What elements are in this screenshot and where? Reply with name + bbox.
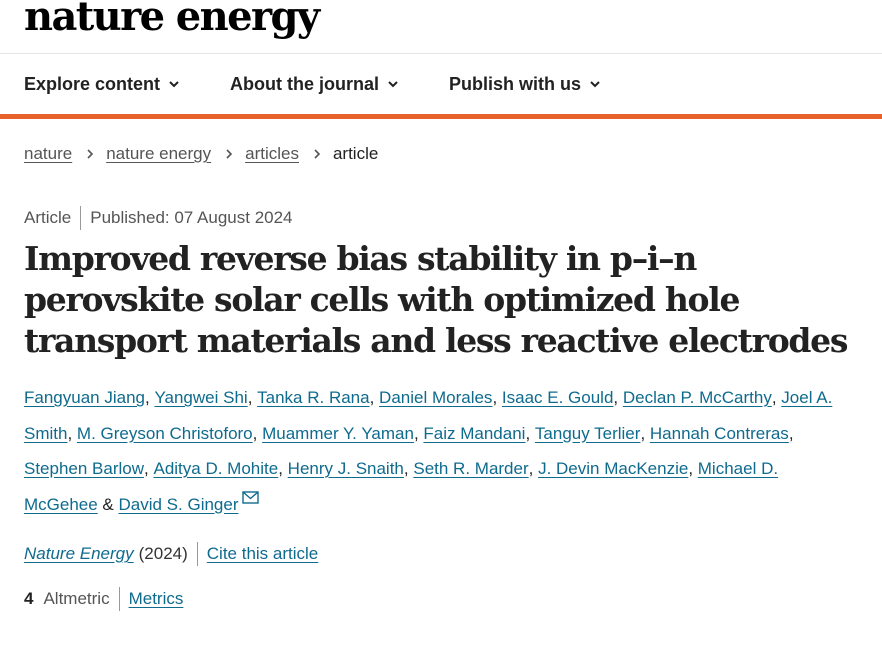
nav-label: About the journal: [230, 74, 380, 94]
breadcrumb-nature[interactable]: nature: [24, 144, 73, 163]
publication-year: (2024): [138, 544, 188, 563]
chevron-down-icon: [388, 81, 398, 88]
breadcrumb-current: article: [332, 144, 379, 163]
author-link[interactable]: Daniel Morales: [379, 388, 493, 407]
breadcrumb: nature nature energy articles article: [24, 142, 378, 166]
article-type: Article: [24, 208, 72, 227]
altmetric-label: Altmetric: [43, 589, 110, 608]
author-link[interactable]: Declan P. McCarthy: [622, 388, 772, 407]
author-item: Muammer Y. Yaman: [262, 424, 414, 443]
author-item: M. Greyson Christoforo: [77, 424, 253, 443]
author-item: Isaac E. Gould: [502, 388, 614, 407]
author-item: Stephen Barlow: [24, 459, 144, 478]
author-item: Daniel Morales: [379, 388, 492, 407]
meta-divider: [80, 206, 82, 230]
author-item: Aditya D. Mohite: [153, 459, 278, 478]
altmetric-count: 4: [24, 589, 34, 608]
author-item: Fangyuan Jiang: [24, 388, 145, 407]
author-link[interactable]: Fangyuan Jiang: [24, 388, 145, 407]
author-link[interactable]: Henry J. Snaith: [287, 459, 404, 478]
author-link[interactable]: Tanguy Terlier: [534, 423, 641, 443]
author-item: J. Devin MacKenzie: [538, 459, 688, 478]
author-link[interactable]: Hannah Contreras: [649, 423, 789, 443]
author-link[interactable]: M. Greyson Christoforo: [76, 423, 253, 443]
author-item: Henry J. Snaith: [288, 459, 404, 478]
header-divider: [0, 53, 882, 54]
author-item: Tanka R. Rana: [257, 388, 369, 407]
chevron-down-icon: [590, 81, 600, 88]
breadcrumb-articles[interactable]: articles: [245, 144, 299, 163]
author-link[interactable]: Yangwei Shi: [154, 388, 248, 407]
cite-divider: [196, 542, 198, 566]
article-title: Improved reverse bias stability in p–i–n…: [24, 239, 848, 360]
cite-article-link[interactable]: Cite this article: [206, 544, 319, 563]
chevron-right-icon: [314, 149, 321, 159]
author-link[interactable]: David S. Ginger: [118, 494, 239, 514]
author-item: Joel A. Smith: [24, 388, 832, 443]
author-item: Hannah Contreras: [650, 424, 789, 443]
chevron-down-icon: [169, 81, 179, 88]
author-link[interactable]: Aditya D. Mohite: [153, 459, 279, 478]
nav-explore-content[interactable]: Explore content: [24, 72, 180, 96]
citation-line: Nature Energy (2024) Cite this article: [24, 542, 318, 566]
author-link[interactable]: Joel A. Smith: [24, 388, 833, 443]
journal-link[interactable]: Nature Energy: [24, 544, 134, 563]
breadcrumb-nature-energy[interactable]: nature energy: [106, 144, 212, 163]
metrics-divider: [118, 587, 120, 611]
metrics-link[interactable]: Metrics: [128, 589, 184, 608]
author-link[interactable]: Tanka R. Rana: [257, 388, 370, 407]
nav-label: Publish with us: [449, 74, 582, 94]
publish-date: Published: 07 August 2024: [90, 208, 293, 227]
main-nav: Explore content About the journal Publis…: [24, 72, 601, 96]
nav-about-journal[interactable]: About the journal: [230, 72, 399, 96]
author-list: Fangyuan Jiang, Yangwei Shi, Tanka R. Ra…: [24, 388, 833, 514]
nav-label: Explore content: [24, 74, 161, 94]
author-link[interactable]: Stephen Barlow: [24, 459, 145, 478]
author-link[interactable]: J. Devin MacKenzie: [538, 459, 689, 478]
author-item: Faiz Mandani: [423, 424, 525, 443]
mail-icon[interactable]: [241, 490, 259, 504]
author-link[interactable]: Muammer Y. Yaman: [262, 423, 414, 443]
author-item: Declan P. McCarthy: [623, 388, 772, 407]
journal-logo[interactable]: nature energy: [24, 0, 320, 40]
chevron-right-icon: [87, 149, 94, 159]
author-item: Yangwei Shi: [154, 388, 247, 407]
chevron-right-icon: [226, 149, 233, 159]
author-item: Michael D. McGehee: [24, 459, 778, 514]
author-item: David S. Ginger: [118, 490, 259, 514]
author-link[interactable]: Isaac E. Gould: [501, 388, 614, 407]
author-item: Seth R. Marder: [413, 459, 528, 478]
author-link[interactable]: Faiz Mandani: [423, 423, 526, 443]
author-link[interactable]: Seth R. Marder: [413, 459, 529, 478]
article-meta: Article Published: 07 August 2024: [24, 206, 293, 230]
author-link[interactable]: Michael D. McGehee: [24, 459, 779, 514]
nav-publish-with-us[interactable]: Publish with us: [449, 72, 601, 96]
author-item: Tanguy Terlier: [535, 424, 641, 443]
metrics-bar: 4 Altmetric Metrics: [24, 587, 183, 611]
accent-bar: [0, 114, 882, 119]
